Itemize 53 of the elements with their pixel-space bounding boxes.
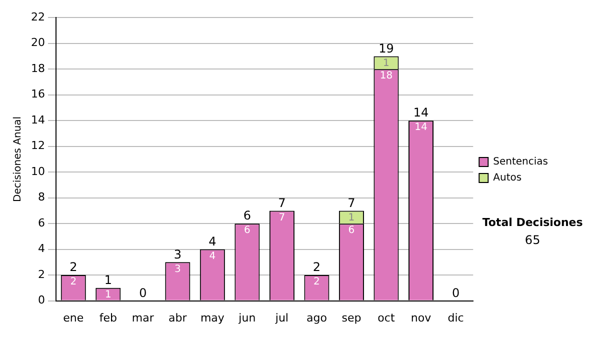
y-tick-label: 12 <box>30 139 45 152</box>
x-tick-label: feb <box>99 311 117 324</box>
total-label: 14 <box>413 106 429 120</box>
data-label: 1 <box>104 290 112 301</box>
x-tick-label: may <box>200 311 225 324</box>
y-tick-label: 20 <box>30 36 45 50</box>
data-label: 18 <box>380 70 393 82</box>
y-axis-title: Decisiones Anual <box>12 116 24 202</box>
x-tick-label: jun <box>238 311 256 324</box>
y-tick-label: 22 <box>30 10 45 24</box>
x-tick-label: dic <box>448 311 464 324</box>
y-tick-label: 8 <box>38 190 45 204</box>
y-tick-label: 18 <box>30 62 45 75</box>
y-tick-label: 2 <box>38 268 45 281</box>
text: Total Decisiones <box>482 216 584 229</box>
y-tick-label: 14 <box>30 113 45 126</box>
data-label: 3 <box>174 264 181 275</box>
total-label: 7 <box>348 196 356 210</box>
y-tick-label: 0 <box>38 294 45 307</box>
y-tick-label: 10 <box>30 164 45 178</box>
x-tick-label: abr <box>168 311 188 324</box>
x-tick-label: oct <box>378 311 396 324</box>
data-label: 2 <box>314 276 320 288</box>
total-label: 4 <box>208 234 216 248</box>
x-tick-label: ago <box>306 311 328 324</box>
data-label: 6 <box>244 225 250 236</box>
total-label: 0 <box>452 286 460 300</box>
data-label: 2 <box>70 276 77 288</box>
y-tick-label: 16 <box>30 88 45 101</box>
y-tick-label: 4 <box>38 242 45 256</box>
data-label: 1 <box>348 212 355 224</box>
text: 65 <box>524 233 540 248</box>
data-label: 6 <box>348 225 355 236</box>
x-tick-label: jul <box>274 311 288 324</box>
data-label: 14 <box>414 122 428 134</box>
legend-label: Autos <box>493 172 522 184</box>
total-label: 2 <box>312 260 321 274</box>
x-tick-label: sep <box>342 311 362 324</box>
total-label: 1 <box>104 273 112 288</box>
data-label: 4 <box>209 250 216 262</box>
y-tick-label: 6 <box>38 216 45 230</box>
total-label: 3 <box>174 247 182 262</box>
total-label: 19 <box>378 41 394 56</box>
total-label: 6 <box>243 208 252 223</box>
total-label: 0 <box>139 286 147 300</box>
total-label: 7 <box>278 196 286 210</box>
x-tick-label: mar <box>132 311 154 324</box>
data-label: 7 <box>278 212 286 224</box>
x-tick-label: nov <box>410 311 432 324</box>
x-tick-label: ene <box>63 311 84 324</box>
legend-label: Sentencias <box>493 156 548 168</box>
total-label: 2 <box>70 260 78 274</box>
data-label: 1 <box>383 58 390 69</box>
